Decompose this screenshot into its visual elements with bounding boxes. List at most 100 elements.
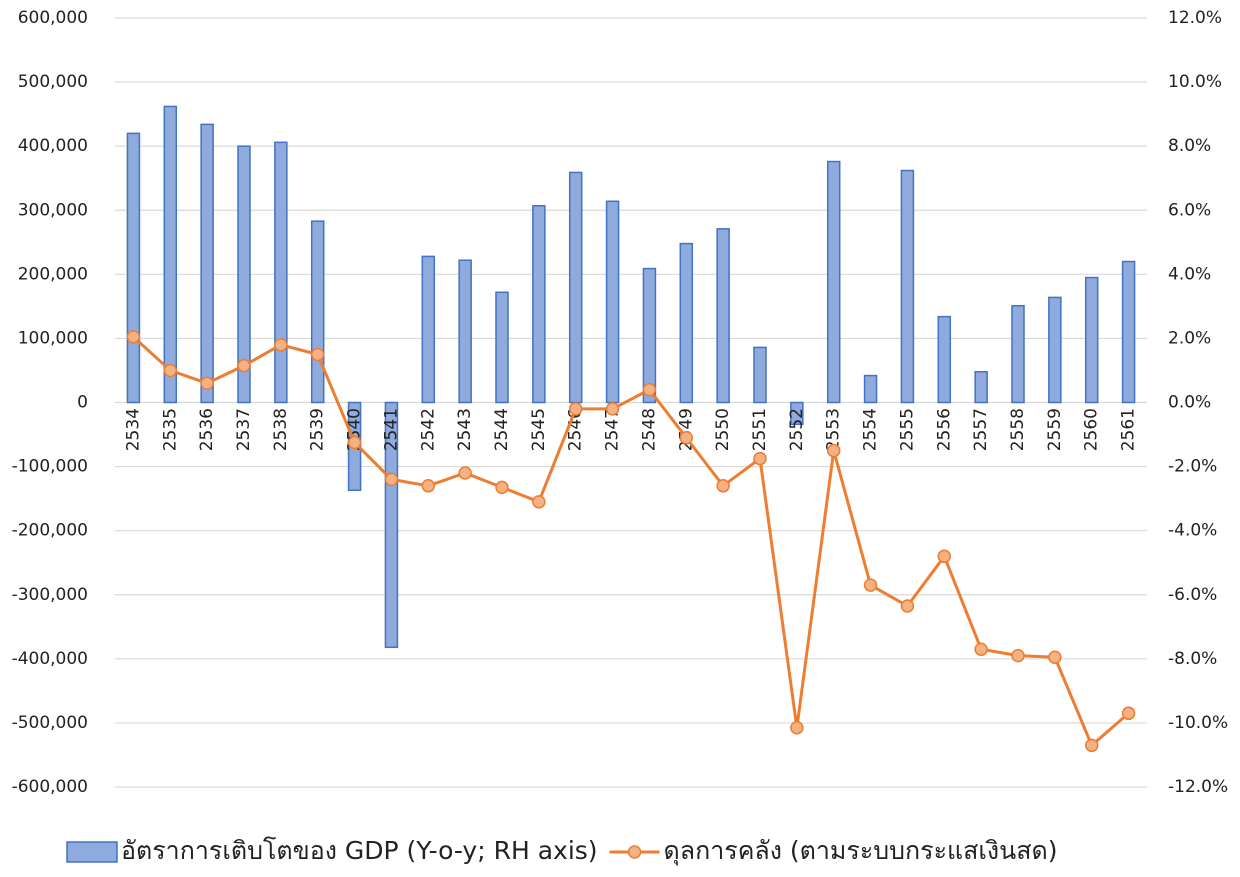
x-tick-label: 2548	[639, 408, 659, 451]
y-tick-label: -600,000	[12, 777, 88, 797]
bar	[863, 374, 878, 404]
marker	[642, 382, 657, 397]
marker	[1084, 738, 1099, 753]
bar	[826, 160, 841, 404]
x-tick-label: 2556	[934, 408, 954, 451]
marker	[605, 402, 620, 416]
x-tick-label: 2555	[897, 408, 917, 451]
bar	[458, 259, 472, 404]
legend-label: อัตราการเติบโตของ GDP (Y-o-y; RH axis)	[121, 836, 598, 865]
y-tick-label: -400,000	[12, 649, 88, 669]
y2-tick-label: -4.0%	[1168, 521, 1217, 541]
x-tick-label: 2547	[603, 408, 623, 451]
x-tick-label: 2557	[971, 408, 991, 451]
y-tick-label: -100,000	[12, 457, 88, 477]
bar	[200, 123, 214, 404]
marker	[1048, 650, 1062, 664]
bar	[274, 141, 288, 404]
y-tick-label: 0	[77, 393, 88, 413]
x-tick-label: 2558	[1008, 408, 1028, 451]
y2-tick-label: 10.0%	[1168, 72, 1222, 92]
x-tick-label: 2560	[1082, 408, 1102, 451]
bar	[495, 291, 509, 404]
marker	[679, 430, 694, 445]
bar	[384, 401, 399, 649]
marker	[458, 466, 472, 480]
marker	[421, 479, 436, 493]
bar	[900, 169, 915, 404]
bar	[1121, 260, 1136, 404]
y-tick-label: 100,000	[18, 328, 88, 348]
y-tick-label: -500,000	[12, 713, 88, 733]
y2-tick-label: 12.0%	[1168, 8, 1222, 28]
marker	[974, 642, 988, 656]
marker	[532, 495, 546, 509]
y-tick-label: 200,000	[18, 264, 88, 284]
y2-tick-label: 2.0%	[1168, 328, 1211, 348]
bar	[679, 242, 694, 404]
marker	[937, 549, 952, 564]
bar	[642, 267, 657, 404]
marker	[347, 435, 362, 450]
marker	[716, 479, 730, 493]
marker	[274, 338, 288, 352]
bar	[1084, 276, 1099, 404]
marker	[163, 363, 178, 378]
y-tick-label: -300,000	[12, 585, 88, 605]
bar	[790, 401, 804, 426]
x-tick-label: 2559	[1045, 408, 1065, 451]
x-tick-label: 2538	[271, 408, 291, 451]
y2-tick-label: 4.0%	[1168, 264, 1211, 284]
bar	[421, 255, 436, 404]
y2-tick-label: -10.0%	[1168, 713, 1228, 733]
x-tick-label: 2545	[529, 408, 549, 451]
bar	[1048, 296, 1062, 404]
y-tick-label: 600,000	[18, 8, 88, 28]
x-tick-label: 2551	[750, 408, 770, 451]
y2-tick-label: -12.0%	[1168, 777, 1228, 797]
y-tick-label: 400,000	[18, 136, 88, 156]
bar	[568, 171, 583, 404]
legend-marker	[627, 845, 642, 859]
y2-tick-label: -2.0%	[1168, 457, 1217, 477]
bar	[532, 205, 546, 404]
marker	[900, 599, 915, 613]
x-tick-label: 2535	[160, 408, 180, 451]
legend-label: ดุลการคลัง (ตามระบบกระแสเงินสด)	[664, 836, 1058, 866]
marker	[863, 578, 878, 592]
x-tick-label: 2537	[234, 408, 254, 451]
bar	[605, 200, 620, 404]
bar	[237, 145, 251, 404]
x-tick-label: 2543	[455, 408, 475, 451]
x-tick-label: 2539	[308, 408, 328, 451]
marker	[826, 443, 841, 458]
x-tick-label: 2552	[787, 408, 807, 451]
marker	[200, 376, 214, 391]
bar	[126, 132, 141, 404]
y2-tick-label: 6.0%	[1168, 200, 1211, 220]
marker	[1011, 648, 1025, 663]
x-tick-label: 2561	[1119, 408, 1139, 451]
x-tick-label: 2542	[418, 408, 438, 451]
y2-tick-label: 0.0%	[1168, 393, 1211, 413]
bar	[163, 105, 178, 404]
x-tick-label: 2553	[824, 408, 844, 451]
marker	[384, 472, 399, 487]
marker	[126, 330, 141, 344]
bar	[937, 315, 952, 404]
bar	[716, 228, 730, 404]
x-tick-label: 2554	[861, 408, 881, 451]
legend-swatch	[66, 841, 118, 863]
x-tick-label: 2550	[713, 408, 733, 451]
marker	[495, 480, 509, 495]
marker	[237, 358, 251, 373]
bar	[310, 220, 325, 404]
line	[132, 335, 1130, 748]
marker	[1121, 706, 1136, 721]
x-tick-label: 2536	[197, 408, 217, 451]
y-tick-label: 500,000	[18, 72, 88, 92]
marker	[753, 451, 767, 466]
bar	[974, 370, 988, 404]
x-tick-label: 2534	[123, 408, 143, 451]
